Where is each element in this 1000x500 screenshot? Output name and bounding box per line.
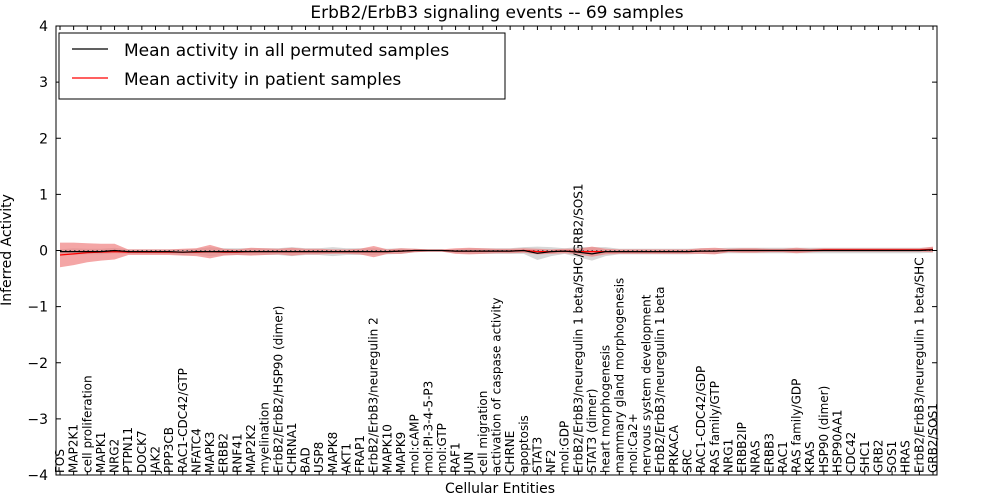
x-tick-label: CDC42 [844, 432, 858, 473]
x-tick-label: USP8 [312, 442, 326, 473]
x-tick-label: NRG1 [721, 439, 735, 473]
y-tick-label: −1 [27, 300, 48, 316]
x-tick-label: SRC [681, 449, 695, 473]
x-tick-label: PRKACA [667, 424, 681, 473]
y-tick-label: 0 [39, 244, 48, 260]
legend-label-permuted: Mean activity in all permuted samples [124, 41, 449, 61]
x-tick-label: SOS1 [885, 441, 899, 473]
y-tick-label: 2 [39, 131, 48, 147]
x-tick-label: BAD [299, 447, 313, 473]
x-tick-label: AKT1 [340, 443, 354, 473]
x-tick-label: myelination [258, 402, 272, 473]
x-tick-label: cell migration [476, 391, 490, 473]
x-tick-label: GRB2/SOS1 [926, 403, 940, 473]
x-tick-label: mol:PI-3-4-5-P3 [421, 381, 435, 473]
x-tick-label: PTPN11 [121, 427, 135, 473]
x-tick-label: mol:GDP [558, 421, 572, 473]
x-tick-label: MAP2K2 [244, 424, 258, 473]
plot-area [56, 242, 937, 268]
x-tick-label: GRB2 [871, 439, 885, 473]
x-axis-label: Cellular Entities [445, 481, 555, 497]
x-tick-label: NF2 [544, 450, 558, 474]
x-tick-label: PPP3CB [162, 427, 176, 473]
y-tick-label: 1 [39, 187, 48, 203]
x-tick-label: mol:GTP [435, 423, 449, 473]
x-tick-label: STAT3 (dimer) [585, 389, 599, 473]
x-tick-label: FOS [53, 449, 67, 473]
x-tick-label: RAS family/GDP [790, 379, 804, 473]
x-tick-label: NRG2 [108, 439, 122, 473]
series-1-band [60, 242, 933, 268]
x-tick-label: KRAS [803, 441, 817, 473]
x-tick-label: ErbB2/ErbB2/HSP90 (dimer) [271, 306, 285, 473]
x-tick-label: RNF41 [230, 433, 244, 473]
x-tick-label: cell proliferation [80, 375, 94, 473]
y-tick-label: −3 [27, 412, 48, 428]
y-tick-label: −2 [27, 356, 48, 372]
x-tick-label: RAC1-CDC42/GTP [176, 368, 190, 473]
x-tick-label: MAPK9 [394, 432, 408, 473]
x-axis: FOS MAP2K1 cell proliferation MAPK1 NRG2 PTPN… [53, 26, 940, 475]
x-tick-label: RAS family/GTP [708, 381, 722, 473]
x-tick-label: FRAP1 [353, 435, 367, 473]
x-tick-label: mol:cAMP [408, 414, 422, 473]
x-tick-label: heart morphogenesis [599, 345, 613, 473]
legend: Mean activity in all permuted samples Me… [58, 32, 506, 100]
series-line-0 [60, 249, 934, 255]
x-tick-label: ErbB2/ErbB3/neuregulin 1 beta/SHC/GRB2/S… [571, 183, 585, 473]
x-tick-label: SHC1 [858, 440, 872, 473]
y-axis: −4 −3 −2 −1 0 1 2 3 4 [27, 19, 937, 484]
x-tick-label: RAF1 [449, 442, 463, 473]
x-tick-label: nervous system development [640, 294, 654, 473]
x-tick-label: apoptosis [517, 415, 531, 473]
y-tick-label: 3 [39, 75, 48, 91]
y-axis-label: Inferred Activity [0, 194, 15, 306]
x-tick-label: NRAS [749, 440, 763, 473]
x-tick-label: RAC1 [776, 441, 790, 473]
y-tick-label: 4 [39, 19, 48, 35]
x-tick-label: JUN [462, 452, 476, 474]
x-tick-label: ERBB2 [217, 433, 231, 473]
x-tick-label: NFATC4 [189, 428, 203, 473]
x-tick-label: ErbB2/ErbB3/neuregulin 1 beta [653, 286, 667, 473]
x-tick-label: CHRNE [503, 431, 517, 473]
x-tick-label: HSP90AA1 [831, 409, 845, 473]
x-tick-label: mammary gland morphogenesis [612, 278, 626, 473]
x-tick-label: MAPK3 [203, 432, 217, 473]
x-tick-label: HSP90 (dimer) [817, 386, 831, 473]
x-tick-label: ERBB2IP [735, 422, 749, 473]
x-tick-label: MAP2K1 [67, 424, 81, 473]
x-tick-label: CHRNA1 [285, 422, 299, 473]
x-tick-label: JAK2 [149, 446, 163, 474]
x-tick-label: DOCK7 [135, 430, 149, 473]
x-tick-label: ErbB2/ErbB3/neuregulin 2 [367, 317, 381, 473]
x-tick-label: MAPK8 [326, 432, 340, 473]
x-tick-label: activation of caspase activity [490, 298, 504, 473]
legend-box [58, 32, 506, 100]
x-tick-label: ERBB3 [762, 433, 776, 473]
x-tick-label: STAT3 [530, 437, 544, 473]
chart-title: ErbB2/ErbB3 signaling events -- 69 sampl… [310, 3, 683, 23]
x-tick-label: MAPK1 [94, 432, 108, 473]
x-tick-label: ErbB2/ErbB3/neuregulin 1 beta/SHC [912, 257, 926, 473]
x-tick-label: HRAS [899, 440, 913, 473]
y-tick-label: −4 [27, 468, 48, 484]
x-tick-label: RAC1-CDC42/GDP [694, 366, 708, 473]
legend-label-patient: Mean activity in patient samples [124, 70, 401, 90]
x-tick-label: mol:Ca2+ [626, 413, 640, 473]
x-tick-label: MAPK10 [380, 424, 394, 473]
